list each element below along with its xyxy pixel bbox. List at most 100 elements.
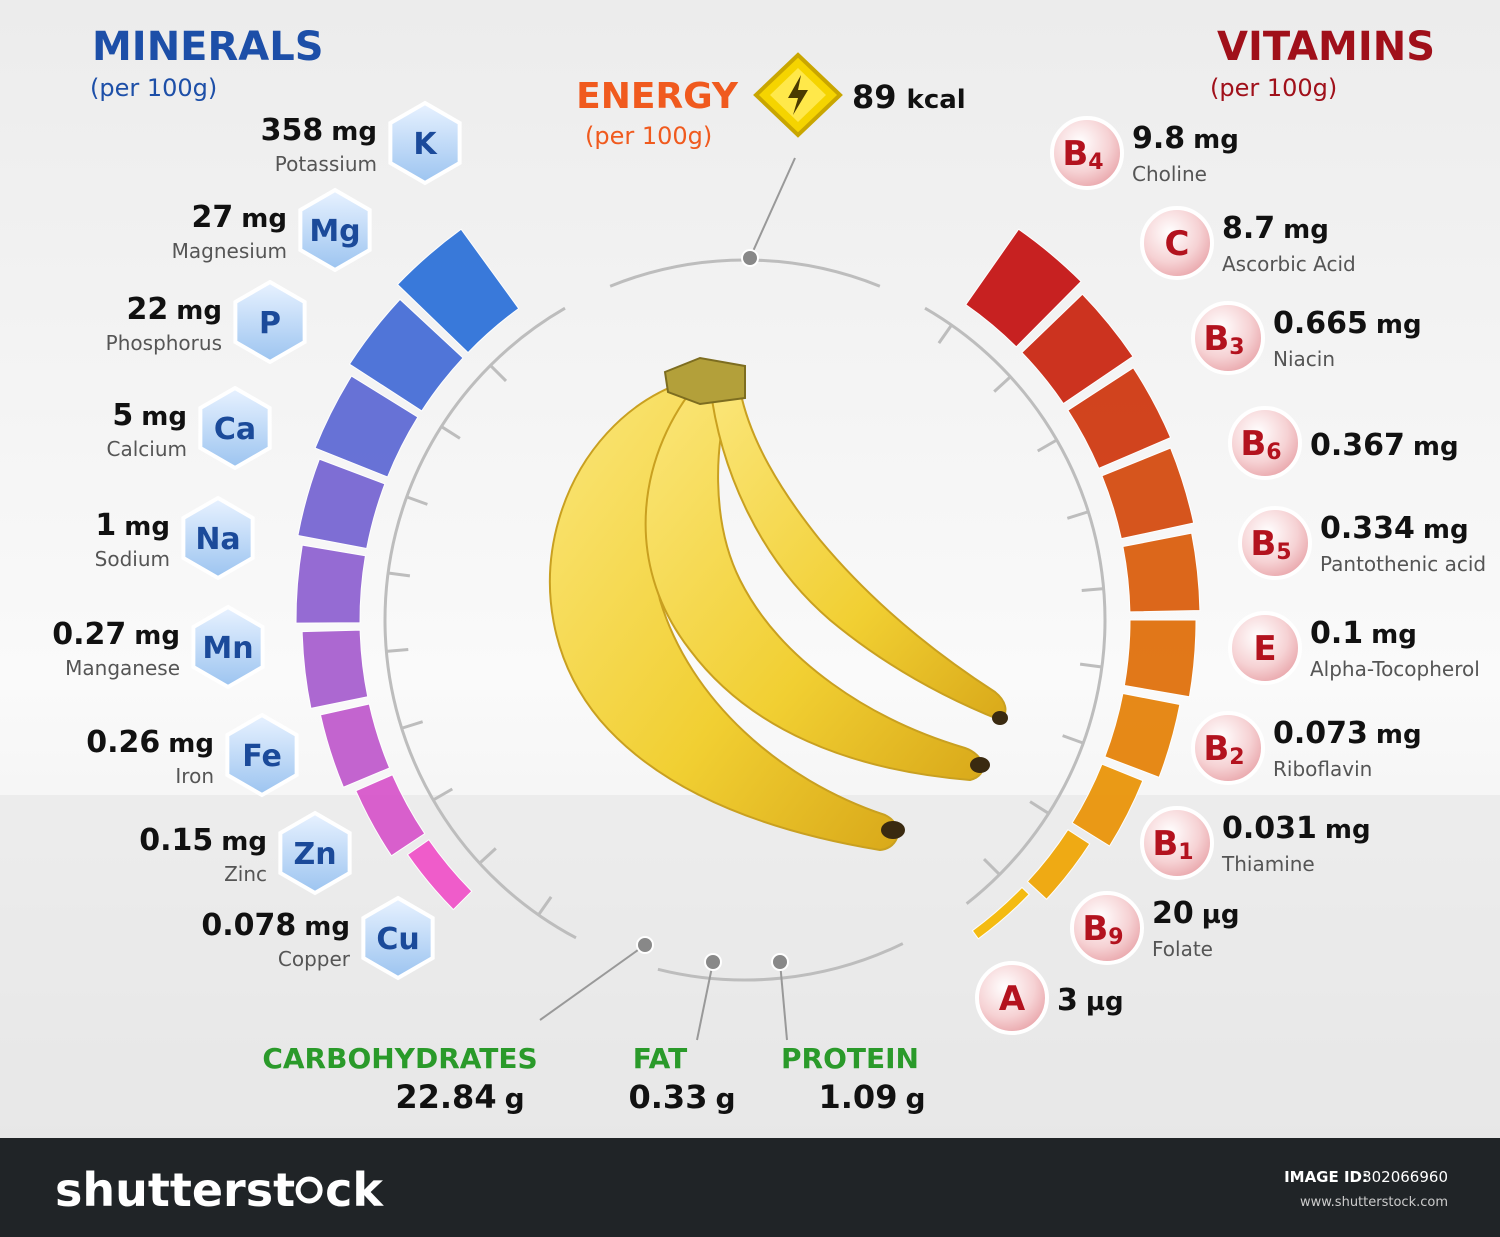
vitamin-unit: mg: [1371, 620, 1417, 650]
mineral-hexagon: [298, 187, 372, 273]
arc-band: [355, 774, 426, 857]
vitamin-circle: [1140, 806, 1214, 880]
macro-name: PROTEIN: [781, 1042, 919, 1075]
vitamin-symbol: B: [1240, 424, 1266, 464]
mineral-symbol: Ca: [214, 412, 256, 447]
vitamin-symbol-text: B3: [1203, 319, 1244, 360]
vitamin-circle: [1191, 711, 1265, 785]
scale-tick: [432, 787, 454, 802]
scale-tick: [1036, 438, 1058, 453]
mineral-hexagon: [361, 895, 435, 981]
mineral-symbol: P: [259, 306, 281, 341]
macro-dot: [636, 936, 654, 954]
minerals-title: MINERALS: [92, 24, 324, 70]
mineral-amount: 0.078: [201, 908, 296, 943]
arc-band: [297, 458, 386, 550]
vitamin-symbol-text: C: [1165, 224, 1190, 264]
vitamin-amount: 0.665: [1273, 306, 1368, 341]
vitamin: B6 0.367 mg: [1228, 406, 1459, 480]
macro-pointer: [539, 944, 646, 1021]
vitamin: B1 0.031 mg Thiamine: [1140, 806, 1371, 880]
mineral-unit: mg: [124, 512, 170, 542]
vitamin-subscript: 5: [1276, 540, 1291, 565]
vitamin-symbol: B: [1082, 909, 1108, 949]
scale-tick: [401, 720, 424, 730]
vitamin-amount-text: 0.665 mg: [1273, 306, 1422, 341]
vitamin-subscript: 6: [1266, 440, 1281, 465]
mineral-name: Manganese: [65, 656, 180, 680]
vitamin-unit: mg: [1283, 215, 1329, 245]
vitamin-amount: 3: [1057, 983, 1078, 1018]
minerals-subtitle: (per 100g): [90, 74, 217, 102]
vitamin-amount-text: 0.031 mg: [1222, 811, 1371, 846]
mineral-hexagon: [225, 712, 299, 798]
energy-subtitle: (per 100g): [585, 122, 712, 150]
mineral-amount: 27: [192, 200, 234, 235]
vitamin: B4 9.8 mg Choline: [1050, 116, 1239, 190]
arc-band: [348, 298, 464, 412]
vitamin-amount: 0.073: [1273, 716, 1368, 751]
vitamin-symbol: E: [1253, 629, 1276, 669]
vitamin-symbol-text: B4: [1062, 134, 1103, 175]
mineral-hexagon: [181, 495, 255, 581]
macro-pointer: [696, 961, 714, 1041]
vitamin-name: Choline: [1132, 162, 1207, 186]
scale-arc: [657, 942, 904, 982]
arc-band: [301, 629, 369, 709]
mineral-amount-text: 358 mg: [261, 113, 377, 148]
energy-value: 89 kcal: [852, 78, 966, 116]
vitamin-unit: mg: [1193, 125, 1239, 155]
mineral-name: Magnesium: [172, 239, 287, 263]
vitamin-amount: 0.1: [1310, 616, 1363, 651]
arc-band: [1026, 828, 1091, 900]
vitamin-name: Ascorbic Acid: [1222, 252, 1356, 276]
mineral-hexagon: [233, 279, 307, 365]
vitamin-name: Folate: [1152, 937, 1213, 961]
footer: shutterst ck IMAGE ID: 302066960 www.shu…: [0, 1138, 1500, 1237]
vitamin: C 8.7 mg Ascorbic Acid: [1140, 206, 1356, 280]
mineral-unit: mg: [241, 204, 287, 234]
vitamin-subscript: 9: [1108, 925, 1123, 950]
mineral-symbol: Na: [195, 522, 240, 557]
scale-tick: [386, 647, 409, 653]
mineral: Fe 0.26 mg Iron: [86, 712, 299, 798]
vitamin-amount: 0.334: [1320, 511, 1415, 546]
mineral: P 22 mg Phosphorus: [106, 279, 307, 365]
mineral-amount: 5: [112, 398, 133, 433]
mineral-amount-text: 0.27 mg: [52, 617, 180, 652]
mineral-amount: 358: [261, 113, 324, 148]
vitamin-circle: [1228, 406, 1302, 480]
energy-unit: kcal: [907, 85, 966, 115]
mineral-amount: 0.26: [86, 725, 160, 760]
floor: [0, 795, 1500, 1138]
vitamin-amount: 9.8: [1132, 121, 1185, 156]
vitamin-name: Thiamine: [1221, 852, 1315, 876]
mineral-unit: mg: [134, 621, 180, 651]
vitamins-subtitle: (per 100g): [1210, 74, 1337, 102]
vitamin-amount-text: 0.1 mg: [1310, 616, 1417, 651]
arc-band: [406, 839, 473, 911]
vitamin-unit: mg: [1413, 432, 1459, 462]
mineral-unit: mg: [176, 296, 222, 326]
mineral-unit: mg: [331, 117, 377, 147]
mineral-symbol: Zn: [293, 837, 336, 872]
scale-tick: [1079, 662, 1103, 669]
arc-band: [396, 228, 520, 354]
vitamin-circle: [1238, 506, 1312, 580]
scale-arc: [924, 306, 1107, 905]
vitamin-symbol: B: [1203, 319, 1229, 359]
vitamin-unit: µg: [1086, 987, 1124, 1017]
vitamin-amount-text: 0.367 mg: [1310, 428, 1459, 463]
vitamin-symbol-text: A: [999, 979, 1026, 1019]
mineral-symbol: Mn: [202, 631, 253, 666]
vitamin-symbol: B: [1250, 524, 1276, 564]
image-id-label: IMAGE ID:: [1284, 1168, 1368, 1186]
vitamin: B9 20 µg Folate: [1070, 891, 1240, 965]
vitamins-title: VITAMINS: [1217, 24, 1435, 70]
vitamin-subscript: 2: [1229, 745, 1244, 770]
vitamin-amount-text: 9.8 mg: [1132, 121, 1239, 156]
scale-arc: [383, 306, 577, 940]
vitamin-circle: [1191, 301, 1265, 375]
